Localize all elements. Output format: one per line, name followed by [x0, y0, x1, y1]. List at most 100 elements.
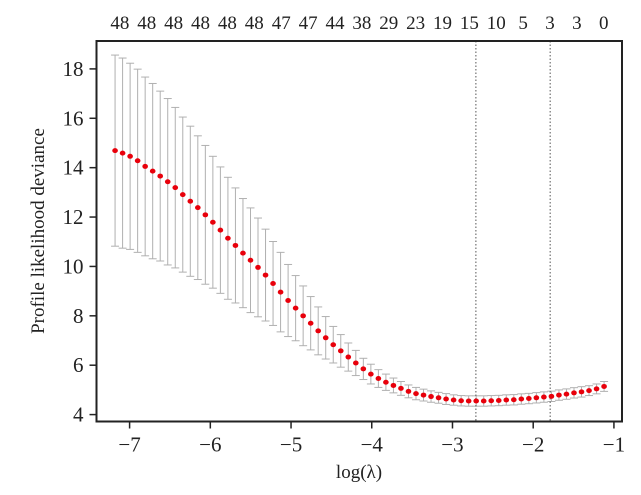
top-axis-label: 48: [164, 13, 183, 34]
data-point: [428, 394, 434, 400]
top-axis-label: 48: [191, 13, 210, 34]
data-point: [480, 398, 487, 404]
top-axis-label: 0: [599, 13, 609, 34]
data-point: [142, 163, 148, 169]
data-point: [277, 289, 284, 295]
data-point: [337, 348, 344, 354]
data-point: [383, 379, 389, 385]
reference-lines: [475, 41, 551, 422]
data-point: [368, 371, 374, 377]
data-point: [353, 360, 359, 366]
data-point: [526, 396, 532, 402]
data-point: [315, 328, 321, 334]
data-point: [360, 366, 367, 372]
top-axis-label: 29: [379, 13, 398, 34]
data-point: [345, 354, 352, 360]
data-point: [307, 320, 314, 326]
data-point: [292, 305, 299, 311]
top-axis-label: 44: [325, 13, 345, 34]
data-point: [285, 298, 291, 304]
x-axis: −7 −6 −5 −4 −3 −2 −1: [118, 421, 625, 457]
x-tick-label: −6: [199, 433, 221, 457]
data-point: [270, 280, 276, 286]
top-axis-nonzero-counts: 48 48 48 48 48 48 47 47 44 38 29 23 19 15 10 5 3 3 0: [110, 13, 608, 34]
x-tick-label: −5: [280, 433, 302, 457]
y-tick-label: 12: [63, 205, 84, 229]
x-tick-label: −2: [522, 433, 544, 457]
data-point: [164, 179, 171, 185]
data-point: [157, 173, 164, 179]
data-point: [443, 396, 449, 402]
data-point: [149, 168, 156, 174]
data-point: [195, 205, 201, 211]
data-point: [247, 257, 254, 263]
data-point: [586, 388, 592, 394]
data-point: [405, 388, 412, 394]
top-axis-label: 3: [545, 13, 555, 34]
top-axis-label: 10: [487, 13, 506, 34]
data-point: [202, 212, 209, 218]
top-axis-label: 47: [272, 13, 291, 34]
data-point: [495, 398, 502, 404]
data-point: [262, 272, 269, 278]
error-bars: [111, 54, 609, 407]
x-tick-label: −4: [361, 433, 384, 457]
data-point: [578, 389, 585, 395]
data-points: [112, 148, 607, 404]
data-point: [458, 398, 464, 404]
data-point: [187, 198, 194, 204]
data-point: [119, 150, 126, 156]
y-tick-label: 16: [63, 106, 84, 130]
top-axis-label: 48: [110, 13, 129, 34]
y-tick-label: 10: [63, 254, 84, 278]
top-axis-label: 48: [218, 13, 237, 34]
data-point: [556, 392, 562, 398]
x-tick-label: −7: [118, 433, 140, 457]
data-point: [172, 185, 179, 191]
data-point: [398, 385, 404, 391]
data-point: [240, 250, 246, 256]
y-tick-label: 14: [63, 156, 85, 180]
data-point: [300, 313, 306, 319]
data-point: [450, 397, 457, 403]
data-point: [571, 390, 577, 396]
data-point: [435, 395, 442, 401]
y-tick-label: 8: [73, 304, 84, 328]
data-point: [232, 242, 239, 248]
data-point: [210, 219, 216, 225]
y-tick-label: 18: [63, 57, 84, 81]
data-point: [179, 192, 186, 198]
data-point: [420, 392, 427, 398]
top-axis-label: 48: [137, 13, 156, 34]
data-point: [330, 342, 337, 348]
data-point: [217, 227, 224, 233]
data-point: [375, 376, 382, 382]
data-point: [593, 386, 600, 392]
x-tick-label: −1: [603, 433, 625, 457]
top-axis-label: 15: [460, 13, 479, 34]
top-axis-label: 5: [518, 13, 528, 34]
y-tick-label: 4: [73, 403, 84, 427]
top-axis-label: 19: [433, 13, 452, 34]
y-axis: 4 6 8 10 12 14 16 18: [63, 57, 97, 427]
x-axis-title: log(λ): [336, 462, 382, 483]
top-axis-label: 47: [299, 13, 318, 34]
data-point: [601, 383, 607, 389]
y-axis-title: Profile likelihood deviance: [28, 128, 49, 334]
data-point: [465, 398, 472, 404]
data-point: [563, 391, 570, 397]
top-axis-label: 23: [406, 13, 425, 34]
data-point: [541, 394, 547, 400]
data-point: [503, 397, 510, 403]
data-point: [390, 382, 397, 388]
x-tick-label: −3: [441, 433, 463, 457]
data-point: [127, 153, 133, 159]
top-axis-label: 3: [572, 13, 582, 34]
data-point: [134, 158, 141, 164]
plot-frame: [95, 40, 623, 423]
data-point: [511, 397, 517, 403]
data-point: [112, 148, 118, 154]
data-point: [255, 264, 261, 270]
data-point: [488, 398, 495, 404]
data-point: [548, 393, 555, 399]
